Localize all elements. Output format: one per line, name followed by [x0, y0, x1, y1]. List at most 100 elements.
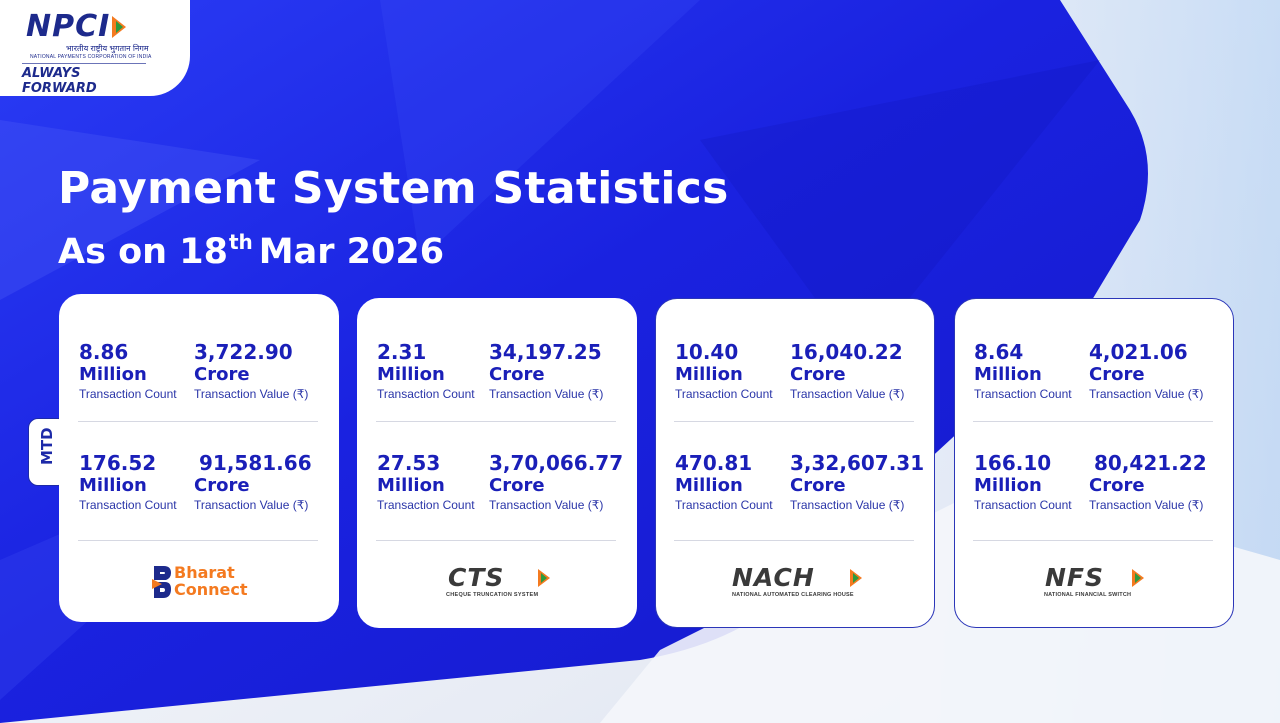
nach-chevron-icon	[850, 569, 862, 587]
divider	[376, 540, 616, 541]
mtd-count-value: 470.81	[675, 451, 753, 475]
day-value-value: 16,040.22	[790, 340, 903, 364]
count-label: Transaction Count	[974, 387, 1072, 401]
cts-logo: CTS CHEQUE TRUNCATION SYSTEM	[358, 565, 636, 615]
value-label: Transaction Value (₹)	[1089, 498, 1204, 512]
million-unit: Million	[377, 364, 445, 385]
day-value-stat: 16,040.22 Crore Transaction Value (₹)	[790, 341, 904, 402]
bharat-connect-word-1: Bharat	[174, 563, 235, 582]
page-title: Payment System Statistics	[58, 163, 729, 214]
npci-logo: NPCI भारतीय राष्ट्रीय भुगतान निगम NATION…	[0, 0, 190, 96]
mtd-value-value: 80,421.22	[1094, 451, 1207, 475]
mtd-value-value: 3,32,607.31	[790, 451, 925, 475]
count-label: Transaction Count	[377, 387, 475, 401]
divider	[78, 421, 318, 422]
day-value-stat: 4,021.06 Crore Transaction Value (₹)	[1089, 341, 1203, 402]
day-value-value: 4,021.06	[1089, 340, 1188, 364]
mtd-value-stat: 3,70,066.77 Crore Transaction Value (₹)	[489, 452, 623, 513]
card-cts: 2.31 Million Transaction Count 34,197.25…	[357, 298, 637, 628]
nach-full-name: NATIONAL AUTOMATED CLEARING HOUSE	[732, 592, 854, 598]
day-count-value: 8.86	[79, 340, 129, 364]
million-unit: Million	[974, 475, 1042, 496]
mtd-label: MTD	[38, 427, 56, 465]
million-unit: Million	[974, 364, 1042, 385]
divider	[973, 421, 1213, 422]
nach-wordmark: NACH	[732, 563, 815, 592]
card-bharat-connect: 8.86 Million Transaction Count 3,722.90 …	[59, 294, 339, 622]
nfs-chevron-icon	[1132, 569, 1144, 587]
mtd-count-value: 166.10	[974, 451, 1052, 475]
million-unit: Million	[377, 475, 445, 496]
value-label: Transaction Value (₹)	[1089, 387, 1204, 401]
cts-full-name: CHEQUE TRUNCATION SYSTEM	[446, 592, 539, 598]
value-label: Transaction Value (₹)	[489, 387, 604, 401]
crore-unit: Crore	[790, 475, 846, 496]
logo-hindi-name: भारतीय राष्ट्रीय भुगतान निगम	[66, 44, 149, 53]
crore-unit: Crore	[1089, 364, 1145, 385]
mtd-count-stat: 27.53 Million Transaction Count	[377, 452, 475, 513]
million-unit: Million	[675, 364, 743, 385]
divider	[78, 540, 318, 541]
day-count-stat: 2.31 Million Transaction Count	[377, 341, 475, 402]
count-label: Transaction Count	[79, 498, 177, 512]
day-count-value: 10.40	[675, 340, 739, 364]
mtd-value-stat: 80,421.22 Crore Transaction Value (₹)	[1089, 452, 1207, 513]
crore-unit: Crore	[489, 475, 545, 496]
mtd-value-stat: 91,581.66 Crore Transaction Value (₹)	[194, 452, 312, 513]
logo-tagline: ALWAYS FORWARD	[22, 63, 146, 96]
logo-wordmark: NPCI	[26, 9, 111, 44]
day-value-value: 34,197.25	[489, 340, 602, 364]
bharat-connect-logo: Bharat Connect	[60, 563, 338, 613]
cts-chevron-icon	[538, 569, 550, 587]
mtd-value-value: 3,70,066.77	[489, 451, 624, 475]
mtd-value-value: 91,581.66	[199, 451, 312, 475]
day-value-value: 3,722.90	[194, 340, 293, 364]
day-count-stat: 10.40 Million Transaction Count	[675, 341, 773, 402]
cts-wordmark: CTS	[448, 563, 505, 592]
day-count-stat: 8.64 Million Transaction Count	[974, 341, 1072, 402]
as-on-date: As on 18th Mar 2026	[58, 230, 444, 272]
value-label: Transaction Value (₹)	[790, 387, 905, 401]
mtd-count-value: 27.53	[377, 451, 441, 475]
million-unit: Million	[79, 364, 147, 385]
value-label: Transaction Value (₹)	[194, 498, 309, 512]
day-value-stat: 3,722.90 Crore Transaction Value (₹)	[194, 341, 308, 402]
divider	[376, 421, 616, 422]
million-unit: Million	[675, 475, 743, 496]
logo-chevron-icon	[112, 16, 127, 38]
date-suffix: Mar 2026	[258, 232, 445, 272]
nfs-wordmark: NFS	[1045, 563, 1105, 592]
date-ordinal: th	[228, 230, 253, 254]
mtd-value-stat: 3,32,607.31 Crore Transaction Value (₹)	[790, 452, 924, 513]
count-label: Transaction Count	[675, 387, 773, 401]
count-label: Transaction Count	[974, 498, 1072, 512]
bharat-connect-b-icon	[152, 566, 171, 598]
date-prefix: As on 18	[58, 232, 228, 272]
divider	[674, 540, 914, 541]
crore-unit: Crore	[194, 364, 250, 385]
day-count-stat: 8.86 Million Transaction Count	[79, 341, 177, 402]
crore-unit: Crore	[790, 364, 846, 385]
value-label: Transaction Value (₹)	[489, 498, 604, 512]
count-label: Transaction Count	[79, 387, 177, 401]
crore-unit: Crore	[1089, 475, 1145, 496]
card-nach: 10.40 Million Transaction Count 16,040.2…	[655, 298, 935, 628]
card-nfs: 8.64 Million Transaction Count 4,021.06 …	[954, 298, 1234, 628]
divider	[973, 540, 1213, 541]
value-label: Transaction Value (₹)	[194, 387, 309, 401]
value-label: Transaction Value (₹)	[790, 498, 905, 512]
mtd-count-stat: 176.52 Million Transaction Count	[79, 452, 177, 513]
million-unit: Million	[79, 475, 147, 496]
nfs-logo: NFS NATIONAL FINANCIAL SWITCH	[955, 565, 1233, 615]
mtd-count-stat: 166.10 Million Transaction Count	[974, 452, 1072, 513]
crore-unit: Crore	[489, 364, 545, 385]
logo-full-name: NATIONAL PAYMENTS CORPORATION OF INDIA	[30, 54, 152, 60]
mtd-count-value: 176.52	[79, 451, 157, 475]
divider	[674, 421, 914, 422]
count-label: Transaction Count	[377, 498, 475, 512]
crore-unit: Crore	[194, 475, 250, 496]
day-count-value: 8.64	[974, 340, 1024, 364]
day-count-value: 2.31	[377, 340, 427, 364]
mtd-count-stat: 470.81 Million Transaction Count	[675, 452, 773, 513]
nach-logo: NACH NATIONAL AUTOMATED CLEARING HOUSE	[656, 565, 934, 615]
